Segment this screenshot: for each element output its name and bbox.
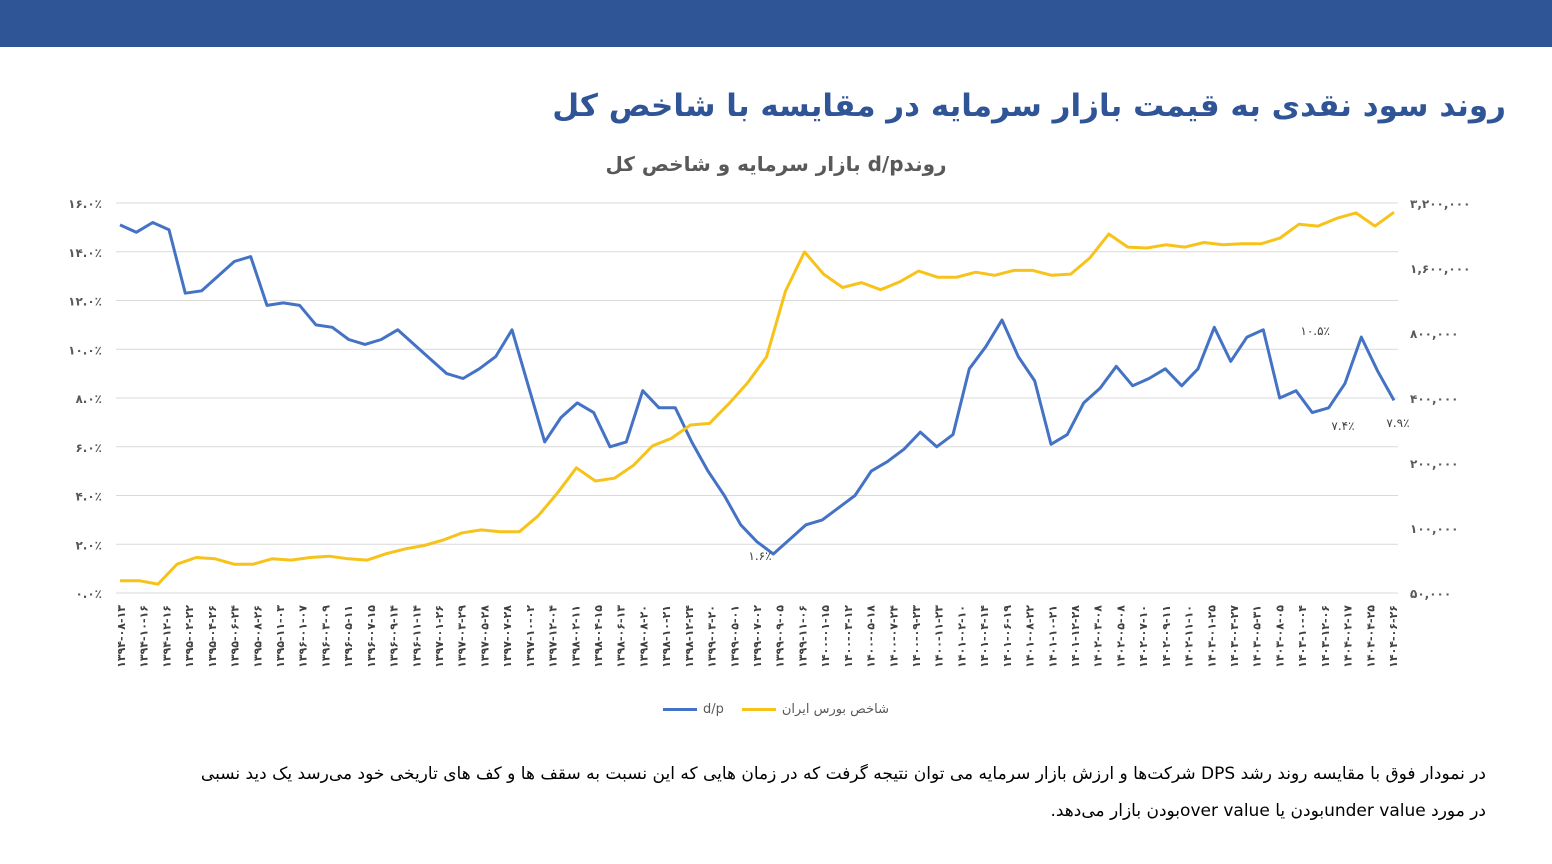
x-tick-label: ۱۴۰۱-۰۲-۱۰ [955, 605, 968, 668]
x-axis-ticks: ۱۳۹۴-۰۸-۱۳ ۱۳۹۴-۱۰-۱۶ ۱۳۹۴-۱۲-۱۶ ۱۳۹۵-۰۲-۲۲… [115, 605, 1400, 668]
x-tick-label: ۱۳۹۴-۱۲-۱۶ [160, 605, 173, 668]
x-tick-label: ۱۴۰۲-۰۵-۰۸ [1114, 605, 1127, 668]
right-tick-label: ۱,۶۰۰,۰۰۰ [1410, 262, 1470, 276]
x-tick-label: ۱۴۰۱-۱۲-۲۸ [1069, 605, 1082, 668]
description-line-2: در مورد under valueبودن یا over valueبود… [1050, 801, 1486, 821]
right-tick-label: ۴۰۰,۰۰۰ [1410, 392, 1459, 406]
left-tick-label: ۸.۰٪ [75, 392, 102, 406]
x-tick-label: ۱۳۹۸-۰۴-۱۵ [592, 605, 605, 668]
chart-legend: d/p شاخص بورس ایران [0, 702, 1552, 717]
x-tick-label: ۱۳۹۶-۰۳-۰۹ [319, 605, 332, 668]
x-tick-label: ۱۴۰۳-۰۱-۲۵ [1205, 605, 1218, 668]
x-tick-label: ۱۴۰۲-۰۹-۱۱ [1160, 605, 1173, 668]
x-tick-label: ۱۴۰۴-۰۶-۲۶ [1387, 605, 1400, 668]
left-tick-label: ۴.۰٪ [75, 490, 102, 504]
x-tick-label: ۱۳۹۸-۰۶-۱۳ [615, 605, 628, 668]
right-tick-label: ۲۰۰,۰۰۰ [1410, 457, 1459, 471]
x-tick-label: ۱۳۹۸-۱۲-۲۴ [683, 605, 696, 668]
x-tick-label: ۱۳۹۹-۰۹-۰۵ [774, 605, 787, 668]
left-tick-label: ۰.۰٪ [75, 587, 102, 601]
x-tick-label: ۱۳۹۸-۰۸-۲۰ [637, 605, 650, 668]
x-tick-label: ۱۳۹۸-۱۰-۲۱ [660, 605, 673, 668]
x-tick-label: ۱۳۹۸-۰۲-۱۱ [569, 605, 582, 668]
x-tick-label: ۱۳۹۵-۱۱-۰۳ [274, 605, 287, 668]
line-chart: ۰.۰٪ ۲.۰٪ ۴.۰٪ ۶.۰٪ ۸.۰٪ ۱۰.۰٪ ۱۲.۰٪ ۱۴.۰٪ ۱۶.۰٪… [68, 197, 1470, 668]
x-tick-label: ۱۳۹۶-۰۷-۱۵ [365, 605, 378, 668]
x-tick-label: ۱۴۰۲-۰۷-۱۰ [1137, 605, 1150, 668]
x-tick-label: ۱۴۰۳-۰۸-۰۵ [1273, 605, 1286, 668]
series-line-index [120, 210, 1395, 586]
x-tick-label: ۱۴۰۰-۱۱-۲۳ [933, 605, 946, 668]
description-line-1: در نمودار فوق با مقایسه روند رشد DPS شرک… [200, 764, 1486, 784]
x-tick-label: ۱۴۰۴-۰۴-۲۵ [1364, 605, 1377, 668]
annotations: ۱۰.۵٪ ۷.۴٪ ۷.۹٪ ۱.۶٪ [748, 324, 1409, 563]
data-annotation: ۱.۶٪ [748, 549, 771, 563]
legend-label-index: شاخص بورس ایران [781, 702, 889, 717]
data-annotation: ۷.۹٪ [1386, 416, 1409, 430]
x-tick-label: ۱۳۹۵-۰۶-۲۴ [229, 605, 242, 668]
x-tick-label: ۱۳۹۴-۱۰-۱۶ [138, 605, 151, 668]
left-tick-label: ۲.۰٪ [75, 538, 102, 552]
x-tick-label: ۱۴۰۰-۰۱-۱۵ [819, 605, 832, 668]
description-paragraph: در نمودار فوق با مقایسه روند رشد DPS شرک… [66, 756, 1486, 830]
left-tick-label: ۱۶.۰٪ [68, 197, 102, 211]
x-tick-label: ۱۳۹۷-۰۵-۲۸ [478, 605, 491, 668]
x-tick-label: ۱۳۹۷-۰۷-۲۸ [501, 605, 514, 668]
x-tick-label: ۱۳۹۶-۰۹-۱۴ [388, 605, 401, 668]
x-tick-label: ۱۴۰۰-۰۹-۲۳ [910, 605, 923, 668]
x-tick-label: ۱۳۹۶-۱۱-۱۴ [410, 605, 423, 668]
x-tick-label: ۱۳۹۹-۰۳-۲۰ [706, 605, 719, 668]
x-tick-label: ۱۳۹۹-۰۵-۰۱ [728, 605, 741, 668]
legend-label-dp: d/p [702, 702, 724, 717]
x-tick-label: ۱۳۹۷-۰۱-۲۶ [433, 605, 446, 668]
left-tick-label: ۶.۰٪ [75, 441, 102, 455]
x-tick-label: ۱۴۰۱-۰۸-۲۲ [1024, 605, 1037, 668]
page-heading: روند سود نقدی به قیمت بازار سرمایه در مق… [552, 88, 1506, 124]
x-tick-label: ۱۳۹۷-۱۰-۰۲ [524, 605, 537, 668]
right-tick-label: ۳,۲۰۰,۰۰۰ [1410, 197, 1470, 211]
left-tick-label: ۱۴.۰٪ [68, 246, 102, 260]
series-line-dp [119, 221, 1396, 556]
x-tick-label: ۱۳۹۵-۰۲-۲۲ [183, 605, 196, 668]
chart-title: روندd/p بازار سرمایه و شاخص کل [605, 152, 947, 176]
right-tick-label: ۵۰,۰۰۰ [1410, 587, 1451, 601]
legend-item-index: شاخص بورس ایران [741, 702, 889, 717]
left-tick-label: ۱۲.۰٪ [68, 295, 102, 309]
x-tick-label: ۱۳۹۶-۰۱-۰۷ [297, 605, 310, 668]
top-banner [0, 0, 1552, 47]
x-tick-label: ۱۴۰۳-۰۵-۳۱ [1251, 605, 1264, 668]
x-tick-label: ۱۴۰۲-۱۱-۱۰ [1183, 605, 1196, 668]
x-tick-label: ۱۳۹۵-۰۴-۲۶ [206, 605, 219, 668]
x-tick-label: ۱۴۰۰-۰۷-۲۴ [887, 605, 900, 668]
x-tick-label: ۱۳۹۴-۰۸-۱۳ [115, 605, 128, 668]
series-group [119, 210, 1396, 586]
left-axis-ticks: ۰.۰٪ ۲.۰٪ ۴.۰٪ ۶.۰٪ ۸.۰٪ ۱۰.۰٪ ۱۲.۰٪ ۱۴.۰٪ ۱۶.۰٪ [68, 197, 102, 601]
x-tick-label: ۱۴۰۱-۱۰-۲۱ [1046, 605, 1059, 668]
x-tick-label: ۱۴۰۱-۰۴-۱۴ [978, 605, 991, 668]
x-tick-label: ۱۴۰۲-۰۳-۰۸ [1092, 605, 1105, 668]
x-tick-label: ۱۴۰۱-۰۶-۱۹ [1001, 605, 1014, 668]
legend-item-dp: d/p [662, 702, 724, 717]
x-tick-label: ۱۴۰۴-۰۲-۱۷ [1342, 605, 1355, 668]
right-tick-label: ۸۰۰,۰۰۰ [1410, 327, 1459, 341]
right-axis-ticks: ۵۰,۰۰۰ ۱۰۰,۰۰۰ ۲۰۰,۰۰۰ ۴۰۰,۰۰۰ ۸۰۰,۰۰۰ ۱,۶۰۰,… [1410, 197, 1470, 601]
data-annotation: ۱۰.۵٪ [1300, 324, 1330, 338]
x-tick-label: ۱۳۹۷-۱۲-۰۴ [547, 605, 560, 668]
left-tick-label: ۱۰.۰٪ [68, 343, 102, 357]
x-tick-label: ۱۳۹۷-۰۳-۲۹ [456, 605, 469, 668]
x-tick-label: ۱۳۹۹-۱۱-۰۶ [796, 605, 809, 668]
x-tick-label: ۱۳۹۶-۰۵-۱۱ [342, 605, 355, 668]
x-tick-label: ۱۴۰۰-۰۳-۱۲ [842, 605, 855, 668]
x-tick-label: ۱۴۰۳-۱۲-۰۶ [1319, 605, 1332, 668]
x-tick-label: ۱۴۰۳-۱۰-۰۴ [1296, 605, 1309, 668]
legend-swatch-blue [662, 708, 697, 711]
legend-swatch-yellow [741, 708, 776, 711]
x-tick-label: ۱۴۰۳-۰۳-۲۷ [1228, 605, 1241, 668]
x-tick-label: ۱۳۹۹-۰۷-۰۲ [751, 605, 764, 668]
x-tick-label: ۱۴۰۰-۰۵-۱۸ [865, 605, 878, 668]
gridlines [116, 202, 1398, 594]
x-tick-label: ۱۳۹۵-۰۸-۲۶ [251, 605, 264, 668]
right-tick-label: ۱۰۰,۰۰۰ [1410, 522, 1459, 536]
data-annotation: ۷.۴٪ [1331, 419, 1354, 433]
